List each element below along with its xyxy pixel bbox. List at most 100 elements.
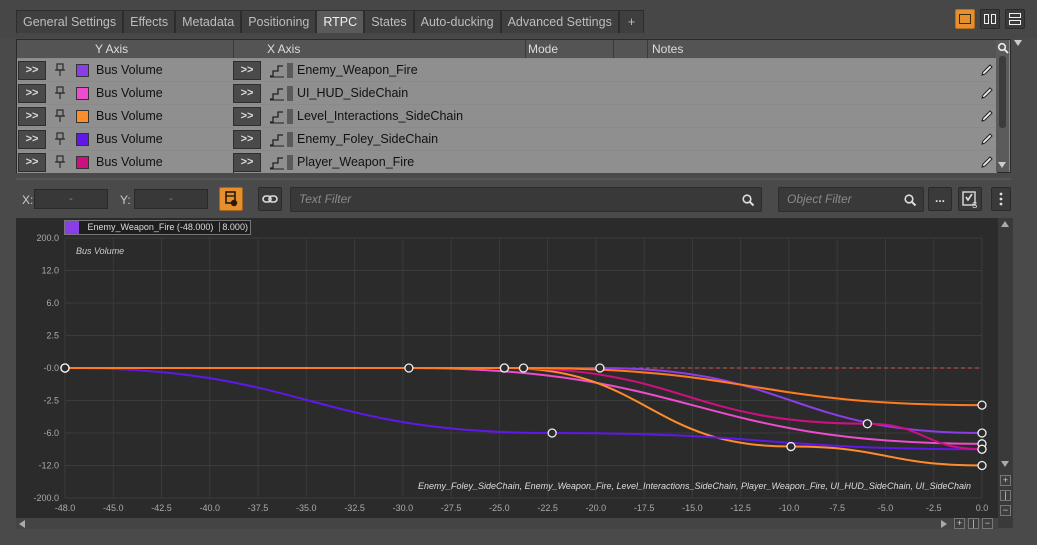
edit-notes-pencil-icon[interactable] [980, 132, 994, 146]
x-axis-expand-button[interactable]: >> [233, 130, 261, 149]
curve-control-point[interactable] [518, 363, 529, 373]
curve-control-point[interactable] [60, 363, 70, 373]
tab-auto-ducking[interactable]: Auto-ducking [413, 10, 501, 33]
x-axis-game-parameter[interactable]: UI_HUD_SideChain [297, 86, 409, 100]
object-filter-search-icon[interactable] [903, 193, 917, 207]
y-axis-expand-button[interactable]: >> [18, 130, 46, 149]
text-filter-input[interactable] [299, 192, 675, 206]
pane-divider[interactable] [16, 178, 1011, 180]
pin-icon[interactable] [53, 63, 67, 77]
pin-icon[interactable] [53, 132, 67, 146]
mode-header[interactable]: Mode [528, 42, 559, 56]
scroll-down-icon[interactable] [998, 162, 1006, 168]
x-axis-game-parameter[interactable]: Player_Weapon_Fire [297, 155, 415, 169]
graph-scroll-down-icon[interactable] [1001, 461, 1009, 467]
pin-icon[interactable] [53, 86, 67, 100]
panel-menu-icon[interactable] [1014, 40, 1022, 46]
table-row[interactable]: >> Bus Volume >> Player_Weapon_Fire [17, 151, 997, 174]
y-axis-property[interactable]: Bus Volume [96, 155, 163, 169]
zoom-fit-x-button[interactable]: | [968, 518, 979, 529]
curve-color-swatch[interactable] [76, 64, 89, 77]
zoom-fit-y-button[interactable]: | [1000, 490, 1011, 501]
link-button[interactable] [258, 187, 282, 211]
add-tab-button[interactable]: + [618, 10, 645, 33]
tab-advanced-settings[interactable]: Advanced Settings [500, 10, 619, 33]
tab-states[interactable]: States [364, 10, 414, 33]
x-axis-expand-button[interactable]: >> [233, 153, 261, 172]
text-filter-search-icon[interactable] [741, 193, 755, 207]
x-axis-header[interactable]: X Axis [267, 42, 301, 56]
tab-general-settings[interactable]: General Settings [16, 10, 124, 33]
y-axis-property[interactable]: Bus Volume [96, 132, 163, 146]
graph-scroll-left-icon[interactable] [19, 520, 25, 528]
y-axis-expand-button[interactable]: >> [18, 84, 46, 103]
curve-color-swatch[interactable] [76, 110, 89, 123]
scrollbar-thumb[interactable] [999, 56, 1006, 128]
single-pane-layout-icon[interactable] [955, 9, 975, 29]
y-coord-field[interactable]: - [134, 189, 208, 209]
tab-metadata[interactable]: Metadata [175, 10, 242, 33]
x-axis-expand-button[interactable]: >> [233, 84, 261, 103]
curve-control-point[interactable] [977, 428, 987, 438]
curve-color-swatch[interactable] [76, 133, 89, 146]
curve-control-point[interactable] [404, 363, 414, 373]
toolbar-menu-button[interactable] [991, 187, 1011, 211]
y-axis-expand-button[interactable]: >> [18, 61, 46, 80]
edit-notes-pencil-icon[interactable] [980, 63, 994, 77]
split-vertical-layout-icon[interactable] [980, 9, 1000, 29]
edit-notes-pencil-icon[interactable] [980, 109, 994, 123]
graph-scroll-right-icon[interactable] [941, 520, 947, 528]
y-axis-header[interactable]: Y Axis [95, 42, 129, 56]
x-axis-game-parameter[interactable]: Enemy_Weapon_Fire [297, 63, 418, 77]
split-horizontal-layout-icon[interactable] [1005, 9, 1025, 29]
x-axis-expand-button[interactable]: >> [233, 107, 261, 126]
x-axis-game-parameter[interactable]: Level_Interactions_SideChain [297, 109, 464, 123]
curve-control-point[interactable] [977, 460, 987, 471]
notes-header[interactable]: Notes [652, 42, 684, 56]
graph-vertical-scrollbar[interactable]: + | − [998, 218, 1013, 528]
pin-icon[interactable] [53, 109, 67, 123]
table-row[interactable]: >> Bus Volume >> Enemy_Weapon_Fire [17, 59, 997, 82]
rtpc-graph[interactable]: 200.0 12.0 6.0 2.5 -0.0 -2.5 -6.0 -12.0 -200.0 -4… [16, 218, 998, 518]
graph-horizontal-scrollbar[interactable]: + | − [16, 518, 998, 529]
y-axis-property[interactable]: Bus Volume [96, 86, 163, 100]
zoom-out-y-button[interactable]: − [1000, 505, 1011, 516]
edit-notes-pencil-icon[interactable] [980, 86, 994, 100]
x-coord-field[interactable]: - [34, 189, 108, 209]
y-axis-expand-button[interactable]: >> [18, 107, 46, 126]
edit-notes-pencil-icon[interactable] [980, 155, 994, 169]
curve-control-point[interactable] [547, 428, 557, 438]
zoom-in-y-button[interactable]: + [1000, 475, 1011, 486]
curve-control-point[interactable] [786, 441, 796, 452]
object-filter-input[interactable] [787, 192, 903, 206]
table-row[interactable]: >> Bus Volume >> Level_Interactions_Side… [17, 105, 997, 128]
curve-control-point[interactable] [977, 444, 987, 454]
rtpc-graph-svg[interactable]: 200.012.06.02.5-0.0-2.5-6.0-12.0-200.0-4… [16, 218, 998, 518]
curve-control-point[interactable] [595, 363, 605, 373]
curve-color-swatch[interactable] [76, 87, 89, 100]
search-icon[interactable] [997, 42, 1009, 54]
text-filter[interactable] [290, 187, 762, 212]
show-objects-button[interactable] [219, 187, 243, 211]
show-selected-button[interactable]: S [958, 187, 982, 211]
zoom-in-x-button[interactable]: + [954, 518, 965, 529]
tab-rtpc[interactable]: RTPC [316, 10, 365, 33]
curve-color-swatch[interactable] [76, 156, 89, 169]
graph-scroll-up-icon[interactable] [1001, 221, 1009, 227]
curve-control-point[interactable] [977, 400, 987, 410]
tab-positioning[interactable]: Positioning [241, 10, 317, 33]
y-axis-property[interactable]: Bus Volume [96, 109, 163, 123]
table-row[interactable]: >> Bus Volume >> UI_HUD_SideChain [17, 82, 997, 105]
table-scrollbar[interactable] [996, 40, 1009, 172]
pin-icon[interactable] [53, 155, 67, 169]
table-row[interactable]: >> Bus Volume >> Enemy_Foley_SideChain [17, 128, 997, 151]
zoom-out-x-button[interactable]: − [982, 518, 993, 529]
curve-control-point[interactable] [499, 363, 510, 373]
y-axis-property[interactable]: Bus Volume [96, 63, 163, 77]
curve-control-point[interactable] [862, 419, 873, 429]
more-options-button[interactable]: ... [928, 187, 952, 211]
y-axis-expand-button[interactable]: >> [18, 153, 46, 172]
x-axis-expand-button[interactable]: >> [233, 61, 261, 80]
tab-effects[interactable]: Effects [123, 10, 176, 33]
x-axis-game-parameter[interactable]: Enemy_Foley_SideChain [297, 132, 439, 146]
